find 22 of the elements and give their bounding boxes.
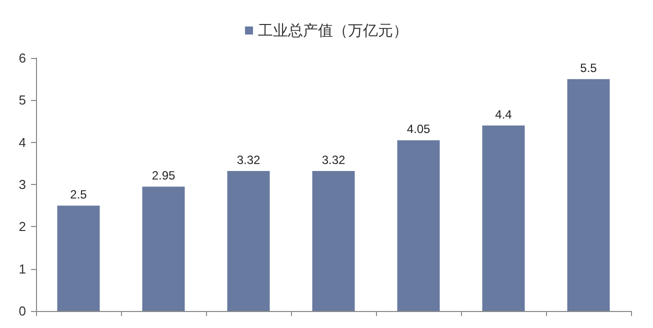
bar	[227, 171, 270, 311]
y-tick-label: 0	[18, 304, 26, 318]
data-label: 4.05	[406, 122, 430, 136]
data-label: 3.32	[322, 153, 346, 168]
data-label: 2.95	[152, 168, 176, 183]
legend-label: 工业总产值（万亿元）	[258, 22, 408, 40]
data-label: 3.32	[236, 153, 260, 168]
bar	[142, 186, 185, 311]
bar	[567, 79, 610, 311]
bar	[312, 171, 355, 311]
y-tick-label: 4	[18, 134, 26, 150]
bar	[482, 125, 525, 311]
data-label: 2.5	[70, 188, 88, 202]
bar	[57, 206, 100, 311]
y-tick-label: 5	[18, 92, 26, 108]
y-tick-label: 6	[18, 50, 26, 66]
data-label: 4.4	[495, 107, 512, 122]
y-tick-label: 3	[18, 177, 26, 192]
y-tick-label: 1	[18, 261, 26, 276]
y-tick-label: 2	[18, 219, 26, 234]
data-label: 5.5	[580, 61, 598, 76]
bar	[397, 140, 440, 311]
